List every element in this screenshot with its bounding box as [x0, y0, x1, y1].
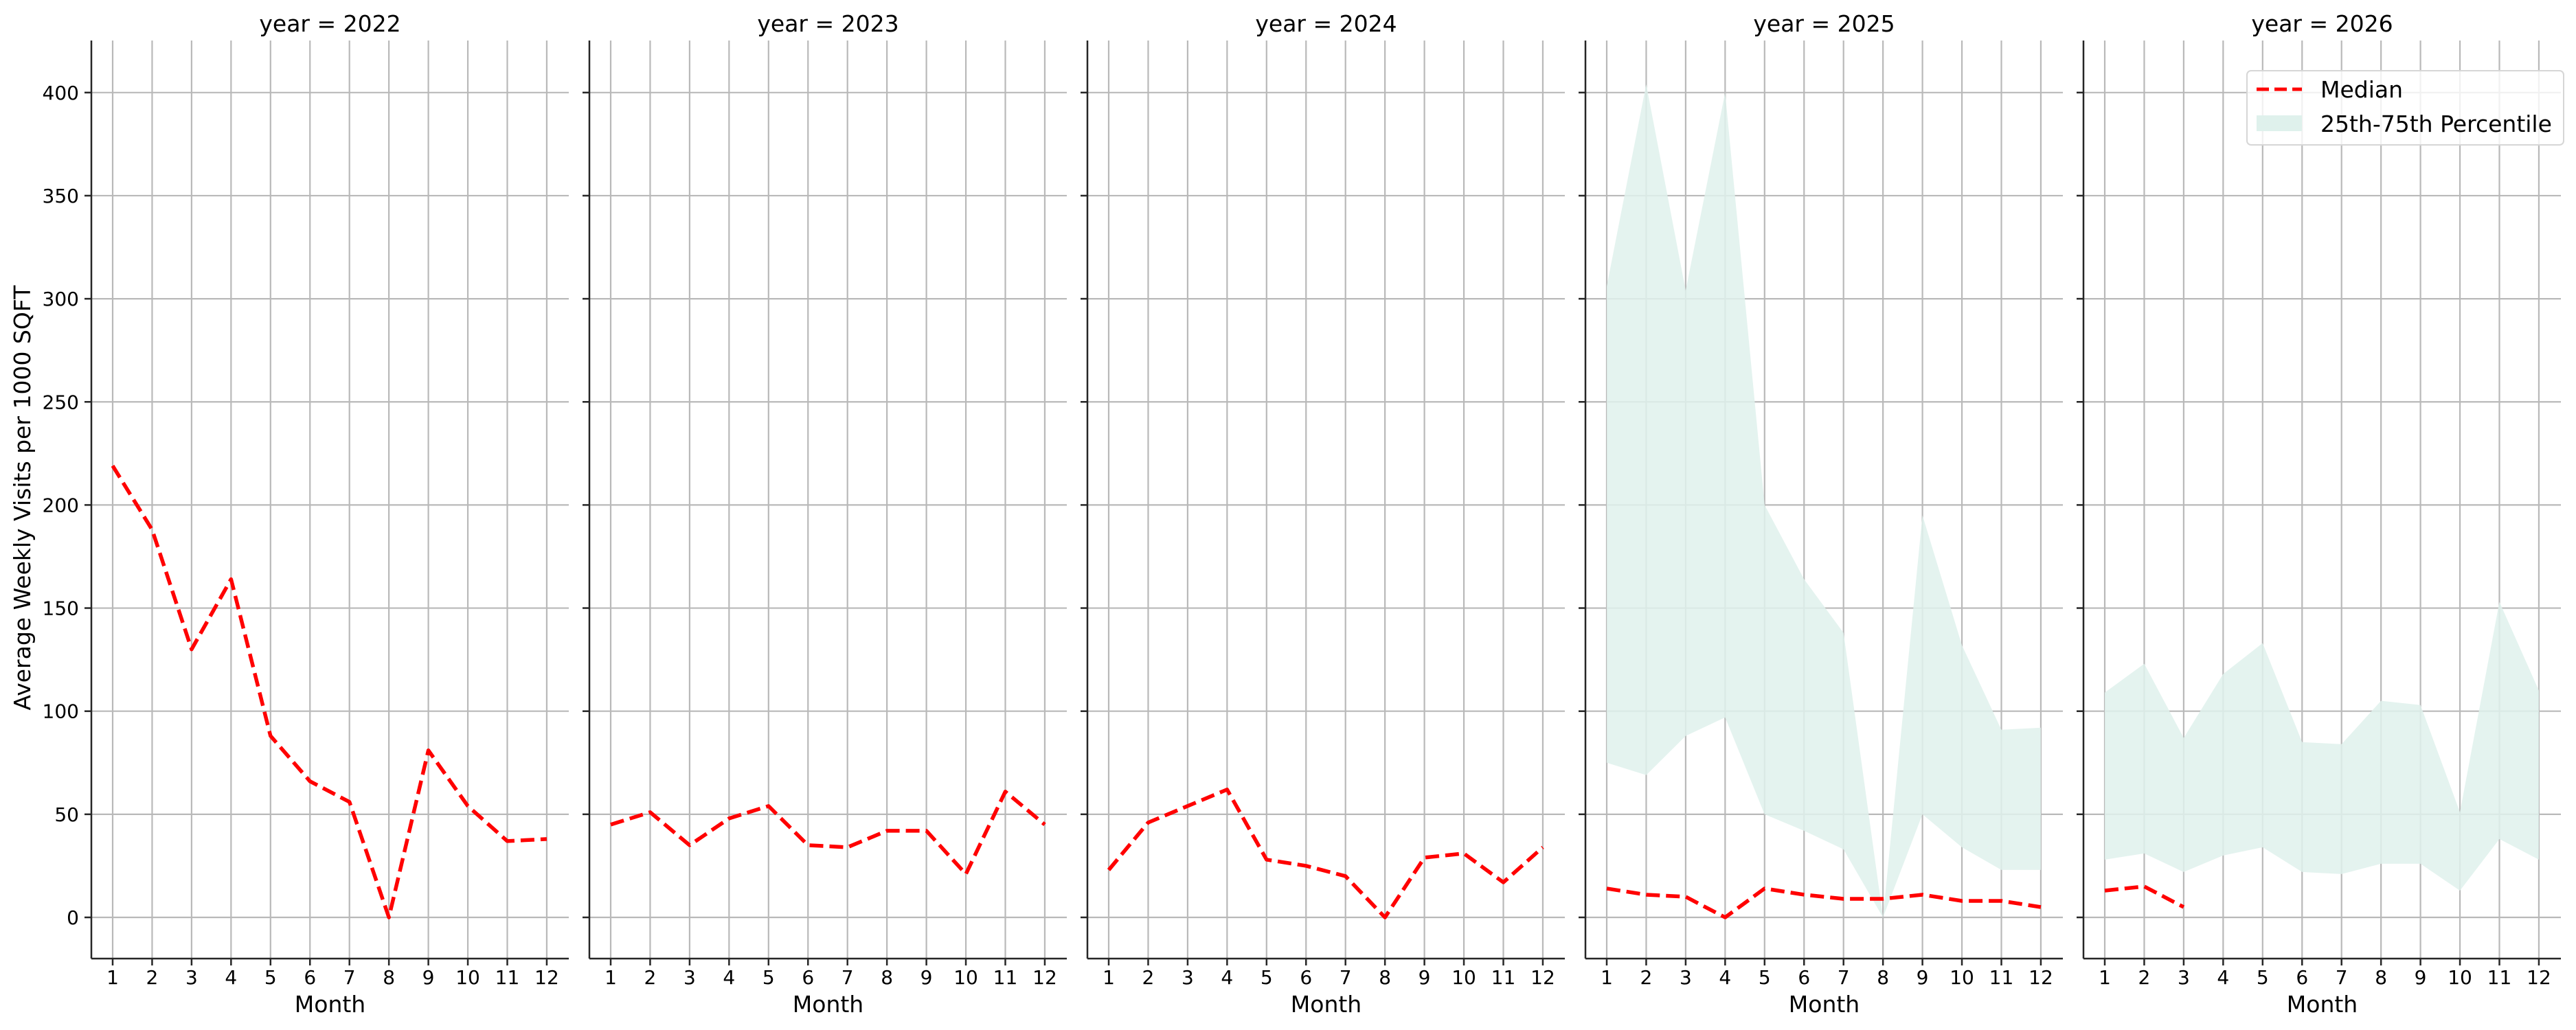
x-tick-label: 8: [881, 966, 893, 989]
legend-frame: [2246, 70, 2564, 146]
x-axis-label: Month: [295, 991, 365, 1018]
x-tick-label: 4: [2217, 966, 2229, 989]
x-tick-label: 10: [953, 966, 978, 989]
panel-title: year = 2026: [2251, 10, 2393, 37]
x-axis-label: Month: [2287, 991, 2358, 1018]
x-tick-label: 7: [841, 966, 854, 989]
x-tick-label: 8: [2375, 966, 2387, 989]
x-tick-label: 7: [2336, 966, 2348, 989]
panel-title: year = 2025: [1753, 10, 1895, 37]
x-tick-label: 10: [1950, 966, 1974, 989]
x-tick-label: 5: [762, 966, 775, 989]
x-tick-label: 1: [106, 966, 119, 989]
y-tick-label: 250: [43, 391, 79, 413]
x-tick-label: 12: [1530, 966, 1555, 989]
x-tick-label: 5: [264, 966, 277, 989]
x-tick-label: 8: [1379, 966, 1391, 989]
median-line: [1107, 788, 1544, 919]
x-tick-label: 1: [1601, 966, 1613, 989]
x-tick-label: 9: [1917, 966, 1929, 989]
median-line: [1606, 886, 2042, 919]
x-tick-label: 4: [723, 966, 735, 989]
x-tick-label: 1: [605, 966, 617, 989]
x-tick-label: 11: [495, 966, 520, 989]
x-tick-label: 5: [2257, 966, 2269, 989]
panel-title: year = 2024: [1255, 10, 1397, 37]
y-tick-label: 0: [67, 906, 79, 929]
x-tick-label: 6: [802, 966, 814, 989]
x-tick-label: 12: [2029, 966, 2053, 989]
x-tick-label: 5: [1261, 966, 1273, 989]
x-tick-label: 7: [343, 966, 356, 989]
percentile-legend-swatch-icon: [2257, 115, 2302, 131]
x-tick-label: 9: [1419, 966, 1431, 989]
median-line: [610, 790, 1046, 876]
x-tick-label: 7: [1838, 966, 1850, 989]
x-tick-label: 8: [383, 966, 395, 989]
x-tick-label: 7: [1340, 966, 1352, 989]
percentile-band: [1607, 84, 2041, 918]
x-tick-label: 3: [2178, 966, 2190, 989]
x-tick-label: 6: [1300, 966, 1312, 989]
panel-title: year = 2022: [259, 10, 400, 37]
x-tick-label: 2: [1142, 966, 1155, 989]
x-tick-label: 6: [1798, 966, 1810, 989]
x-tick-label: 10: [1451, 966, 1476, 989]
x-tick-label: 2: [644, 966, 657, 989]
x-tick-label: 4: [1719, 966, 1731, 989]
x-tick-label: 12: [1032, 966, 1057, 989]
legend: Median 25th-75th Percentile: [2246, 70, 2564, 146]
y-tick-label: 150: [43, 597, 79, 620]
median-line: [2104, 884, 2185, 909]
x-tick-label: 4: [1221, 966, 1233, 989]
x-tick-label: 5: [1759, 966, 1771, 989]
x-tick-label: 1: [1103, 966, 1115, 989]
x-tick-label: 3: [1680, 966, 1692, 989]
x-tick-label: 6: [2296, 966, 2308, 989]
y-axis-label: Average Weekly Visits per 1000 SQFT: [9, 285, 36, 711]
legend-label-percentile: 25th-75th Percentile: [2320, 111, 2552, 137]
x-tick-label: 10: [455, 966, 480, 989]
y-tick-label: 200: [43, 494, 79, 516]
x-tick-label: 9: [920, 966, 933, 989]
percentile-band: [2105, 602, 2539, 891]
x-tick-label: 3: [185, 966, 198, 989]
y-tick-label: 100: [43, 700, 79, 723]
x-tick-label: 12: [2527, 966, 2551, 989]
x-tick-label: 11: [1491, 966, 1516, 989]
x-tick-label: 9: [2415, 966, 2427, 989]
y-tick-label: 300: [43, 288, 79, 310]
x-axis-label: Month: [1291, 991, 1362, 1018]
x-tick-label: 2: [146, 966, 159, 989]
x-tick-label: 4: [225, 966, 237, 989]
x-tick-label: 3: [683, 966, 696, 989]
x-tick-label: 2: [2138, 966, 2151, 989]
x-tick-label: 1: [2099, 966, 2111, 989]
x-tick-label: 12: [534, 966, 559, 989]
y-tick-label: 50: [54, 803, 79, 826]
x-tick-label: 10: [2448, 966, 2472, 989]
y-tick-label: 400: [43, 82, 79, 104]
x-tick-label: 2: [1640, 966, 1653, 989]
x-axis-label: Month: [793, 991, 863, 1018]
x-tick-label: 3: [1182, 966, 1194, 989]
x-tick-label: 11: [1989, 966, 2014, 989]
legend-label-median: Median: [2320, 76, 2403, 103]
x-tick-label: 11: [2487, 966, 2512, 989]
x-tick-label: 8: [1877, 966, 1889, 989]
panel-title: year = 2023: [757, 10, 899, 37]
y-tick-label: 350: [43, 185, 79, 207]
x-tick-label: 11: [993, 966, 1018, 989]
x-axis-label: Month: [1789, 991, 1860, 1018]
x-tick-label: 6: [304, 966, 316, 989]
median-line: [111, 464, 547, 919]
x-tick-label: 9: [422, 966, 435, 989]
